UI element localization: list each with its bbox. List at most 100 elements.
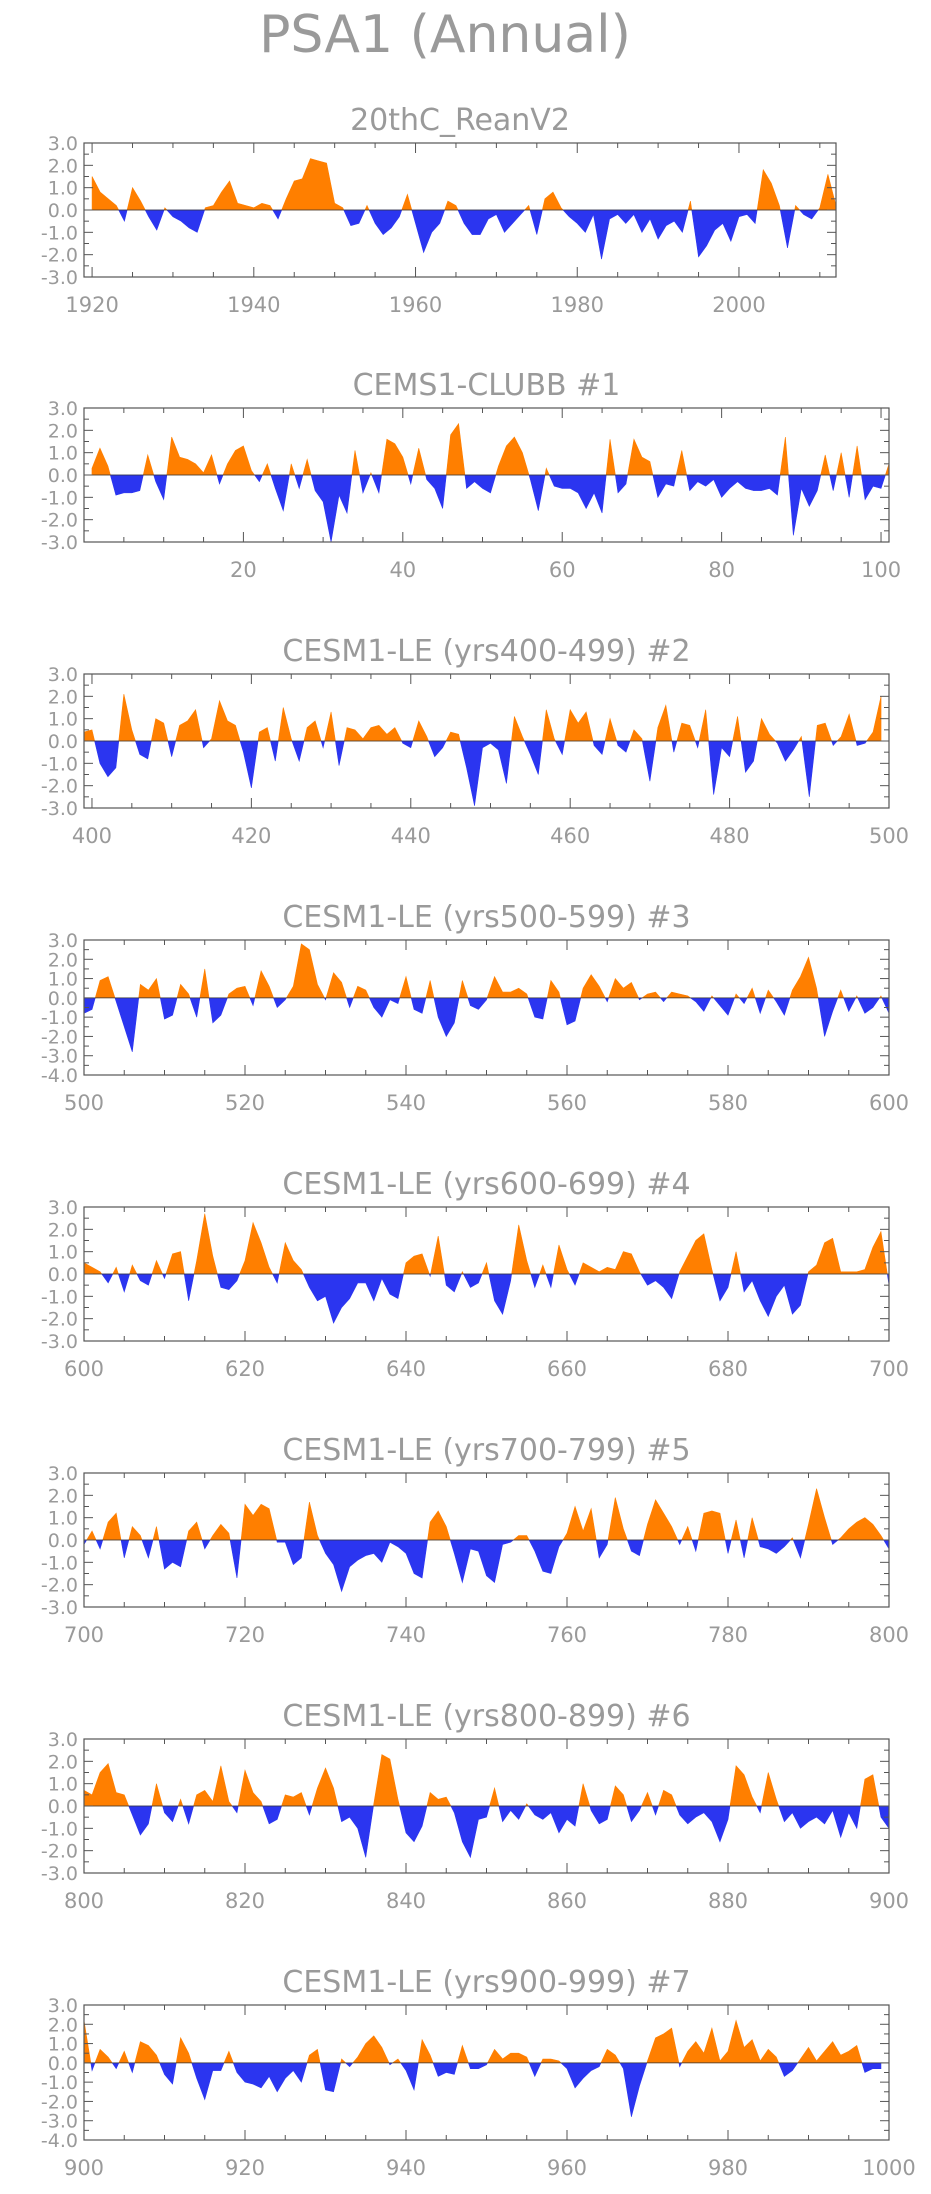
positive-area (306, 2048, 321, 2064)
negative-area (144, 209, 165, 231)
negative-area (530, 1273, 541, 1289)
x-tick-label: 80 (708, 558, 735, 582)
x-tick-label: 600 (64, 1357, 104, 1381)
negative-area (545, 1273, 554, 1289)
negative-area (432, 2062, 458, 2077)
negative-area (128, 2062, 136, 2074)
positive-area (730, 1519, 741, 1541)
x-tick-label: 820 (225, 1889, 265, 1913)
negative-area (302, 1273, 404, 1324)
negative-area (114, 997, 140, 1052)
y-tick-label: -2.0 (41, 1309, 78, 1331)
negative-area (167, 740, 177, 757)
positive-area (84, 1762, 130, 1807)
positive-area (756, 717, 777, 742)
y-tick-label: -2.0 (41, 1575, 78, 1597)
negative-area (216, 474, 224, 485)
x-tick-label: 860 (547, 1889, 587, 1913)
x-tick-label: 660 (547, 1357, 587, 1381)
y-tick-label: -3.0 (41, 798, 78, 820)
positive-area (524, 204, 531, 211)
negative-area (675, 1805, 731, 1843)
y-tick-label: 1.0 (48, 709, 78, 731)
positive-area (794, 204, 801, 211)
positive-area (804, 1488, 832, 1541)
positive-area (86, 1530, 97, 1541)
positive-area (227, 985, 251, 999)
positive-area (747, 1517, 759, 1541)
series-area (84, 1213, 889, 1324)
negative-area (90, 2062, 96, 2072)
negative-area (773, 997, 791, 1016)
negative-area (801, 740, 816, 797)
negative-area (548, 474, 607, 514)
x-tick-label: 460 (550, 824, 590, 848)
positive-area (746, 987, 756, 999)
negative-area (568, 1273, 580, 1286)
negative-area (318, 1539, 428, 1593)
x-tick-label: 20 (230, 558, 257, 582)
negative-area (183, 1273, 195, 1301)
y-tick-label: -1.0 (41, 753, 78, 775)
positive-area (608, 977, 640, 999)
positive-area (324, 711, 336, 742)
positive-area (546, 979, 561, 999)
positive-area (600, 2048, 621, 2064)
x-tick-label: 920 (225, 2156, 265, 2180)
x-tick-label: 100 (861, 558, 901, 582)
positive-area (281, 1792, 307, 1807)
positive-area (837, 989, 845, 999)
positive-area (807, 1230, 888, 1275)
negative-area (239, 740, 259, 788)
negative-area (651, 1805, 659, 1816)
x-tick-label: 60 (549, 558, 576, 582)
positive-area (815, 722, 833, 742)
negative-area (335, 740, 345, 766)
positive-area (687, 200, 693, 211)
negative-area (249, 997, 256, 1007)
x-tick-label: 440 (391, 824, 431, 848)
positive-area (84, 1262, 103, 1275)
positive-area (257, 727, 271, 742)
x-tick-label: 620 (225, 1357, 265, 1381)
y-tick-label: 0.0 (48, 988, 78, 1010)
x-tick-label: 840 (386, 1889, 426, 1913)
positive-area (681, 2019, 780, 2064)
negative-area (619, 2062, 648, 2117)
positive-area (734, 993, 740, 999)
positive-area (866, 696, 882, 742)
x-tick-label: 760 (547, 1623, 587, 1647)
positive-area (118, 2050, 130, 2064)
negative-area (467, 2062, 489, 2069)
negative-area (788, 474, 822, 536)
negative-area (843, 997, 857, 1013)
negative-area (191, 2062, 225, 2101)
negative-area (615, 474, 628, 494)
y-tick-label: 2.0 (48, 1751, 78, 1773)
positive-area (765, 989, 775, 999)
positive-area (118, 694, 136, 742)
negative-area (641, 740, 657, 782)
y-tick-label: 3.0 (48, 398, 78, 420)
y-tick-label: -4.0 (41, 1065, 78, 1087)
positive-area (641, 991, 662, 999)
positive-area (544, 467, 550, 476)
positive-area (381, 438, 409, 476)
positive-area (658, 1789, 677, 1807)
x-tick-label: 500 (64, 1091, 104, 1115)
y-tick-label: 0.0 (48, 200, 78, 222)
x-tick-label: 960 (547, 2156, 587, 2180)
negative-area (319, 2062, 342, 2093)
negative-area (592, 740, 606, 756)
negative-area (831, 740, 838, 747)
y-tick-label: 2.0 (48, 949, 78, 971)
negative-area (94, 740, 120, 778)
y-tick-label: -1.0 (41, 487, 78, 509)
y-tick-label: 0.0 (48, 1530, 78, 1552)
negative-area (554, 740, 565, 756)
negative-area (677, 1539, 683, 1546)
x-tick-label: 2000 (712, 293, 765, 317)
negative-area (527, 997, 548, 1020)
x-tick-label: 880 (708, 1889, 748, 1913)
